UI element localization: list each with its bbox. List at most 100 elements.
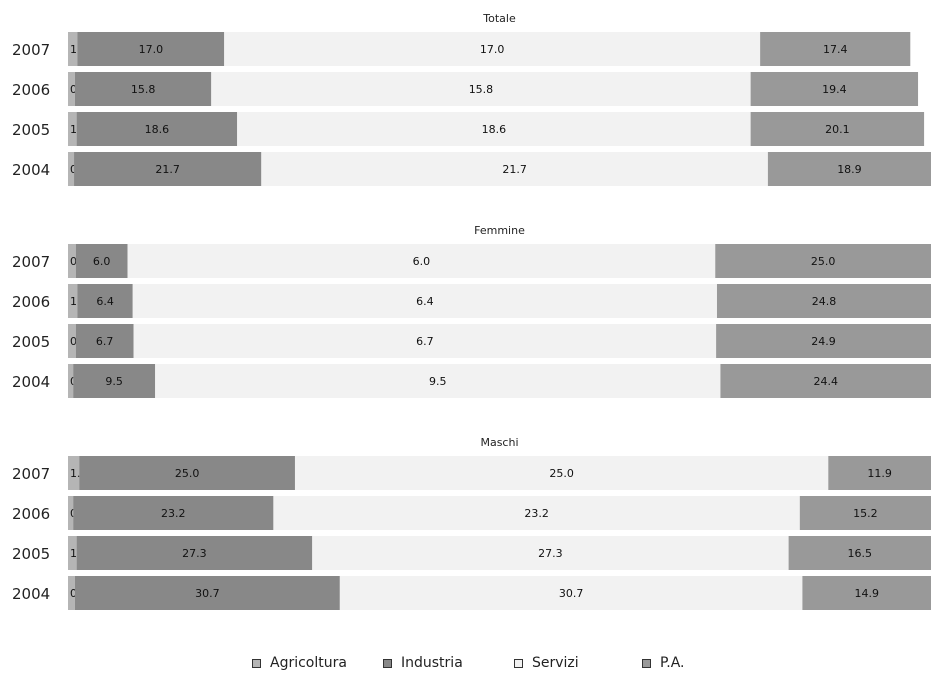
legend-swatch-servizi [514,658,523,668]
year-label: 2005 [12,545,50,563]
bar-segment-industria [79,456,295,490]
bar-segment-pa [750,72,919,106]
data-label-industria: 25.0 [175,467,200,480]
bar-segment-pa [767,152,931,186]
data-label-servizi: 25.0 [549,467,574,480]
year-label: 2007 [12,253,50,271]
legend-item-pa: P.A. [642,655,685,671]
bar-segment-pa [760,32,911,66]
data-label-industria: 15.8 [131,83,156,96]
bar-segment-servizi [127,244,716,278]
bar-segment-industria [74,72,212,106]
year-label: 2004 [12,161,50,179]
year-label: 2005 [12,121,50,139]
legend-label-servizi: Servizi [532,655,579,671]
bar-segment-agricoltura [68,324,76,358]
bar-segment-servizi [294,456,829,490]
bar-segment-agricoltura [68,244,76,278]
data-label-industria: 9.5 [105,375,123,388]
data-label-industria: 18.6 [145,123,170,136]
data-label-industria: 21.7 [155,163,180,176]
data-label-industria: 6.0 [93,255,111,268]
bar-segment-servizi [237,112,751,146]
bar-segment-industria [73,496,274,530]
bar-segment-servizi [261,152,768,186]
bar-segment-pa [750,112,925,146]
bar-segment-servizi [312,536,789,570]
bar-segment-servizi [155,364,721,398]
data-label-servizi: 18.6 [482,123,507,136]
data-label-pa: 25.0 [811,255,836,268]
bar-segment-industria [76,112,238,146]
bar-segment-servizi [132,284,717,318]
bar-segment-agricoltura [68,112,77,146]
data-label-pa: 19.4 [822,83,847,96]
bar-segment-industria [75,324,134,358]
legend-swatch-industria [383,658,392,668]
year-label: 2004 [12,585,50,603]
panel-title: Totale [482,12,516,25]
bar-segment-servizi [224,32,761,66]
bar-segment-industria [74,576,340,610]
legend-label-agricoltura: Agricoltura [270,655,347,671]
data-label-servizi: 21.7 [502,163,527,176]
year-label: 2007 [12,465,50,483]
bar-segment-agricoltura [68,496,74,530]
data-label-servizi: 9.5 [429,375,447,388]
legend-item-industria: Industria [383,655,463,671]
panel-title: Maschi [480,436,518,449]
data-label-pa: 15.2 [853,507,878,520]
bar-segment-agricoltura [68,152,75,186]
data-label-servizi: 23.2 [524,507,549,520]
bar-segment-agricoltura [68,576,75,610]
year-label: 2006 [12,81,50,99]
legend-item-agricoltura: Agricoltura [252,655,347,671]
data-label-servizi: 6.4 [416,295,434,308]
legend-label-industria: Industria [401,655,463,671]
bar-segment-pa [716,324,931,358]
year-label: 2005 [12,333,50,351]
bar-segment-agricoltura [68,32,78,66]
bar-segment-pa [802,576,931,610]
legend-item-servizi: Servizi [514,655,579,671]
year-label: 2006 [12,505,50,523]
data-label-servizi: 6.0 [413,255,431,268]
bar-segment-pa [799,496,931,530]
data-label-pa: 18.9 [837,163,862,176]
data-label-industria: 23.2 [161,507,186,520]
bar-segment-industria [74,152,262,186]
bar-segment-industria [77,32,225,66]
bar-segment-pa [715,244,931,278]
data-label-pa: 24.8 [812,295,837,308]
data-label-industria: 27.3 [182,547,207,560]
legend-swatch-pa [642,658,651,668]
legend-label-pa: P.A. [660,655,685,671]
bar-segment-pa [720,364,931,398]
bar-segment-industria [76,536,313,570]
year-label: 2006 [12,293,50,311]
data-label-pa: 11.9 [867,467,892,480]
data-label-servizi: 30.7 [559,587,584,600]
bar-segment-agricoltura [68,456,80,490]
data-label-pa: 20.1 [825,123,850,136]
year-label: 2007 [12,41,50,59]
bar-segment-pa [788,536,931,570]
data-label-servizi: 27.3 [538,547,563,560]
data-label-servizi: 6.7 [416,335,434,348]
chart-legend: Agricoltura Industria Servizi P.A. [0,655,931,677]
legend-swatch-agricoltura [252,658,261,668]
bar-segment-agricoltura [68,72,75,106]
bar-segment-servizi [211,72,751,106]
data-label-servizi: 17.0 [480,43,505,56]
data-label-servizi: 15.8 [469,83,494,96]
data-label-pa: 16.5 [848,547,873,560]
bar-segment-agricoltura [68,364,74,398]
data-label-pa: 14.9 [854,587,879,600]
bar-segment-industria [75,244,128,278]
bar-segment-pa [716,284,931,318]
bar-segment-agricoltura [68,284,78,318]
year-label: 2004 [12,373,50,391]
data-label-industria: 6.4 [96,295,114,308]
panel-title: Femmine [474,224,525,237]
